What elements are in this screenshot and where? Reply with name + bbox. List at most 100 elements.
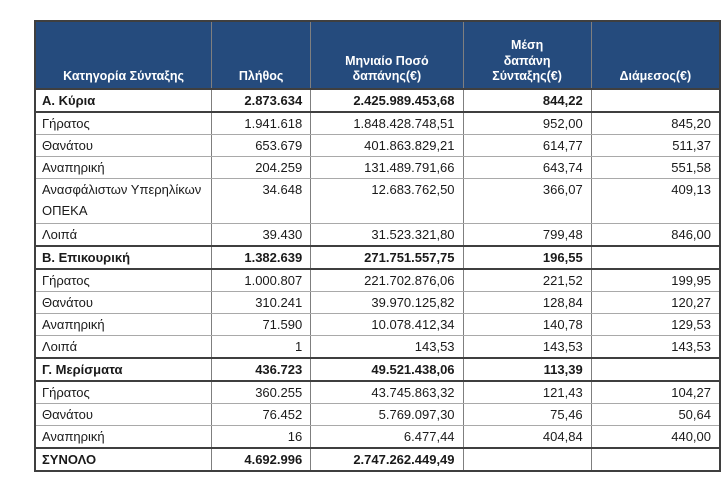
value-cell: 440,00 — [590, 425, 721, 449]
value-cell: 143,53 — [310, 335, 464, 359]
value-cell: 2.747.262.449,49 — [310, 447, 464, 472]
value-cell: 75,46 — [462, 403, 592, 426]
value-cell: 39.430 — [211, 223, 312, 247]
category-cell: Θανάτου — [34, 403, 213, 426]
table-row: Γ. Μερίσματα 436.723 49.521.438,06 113,39 — [34, 357, 721, 382]
category-cell: Αναπηρική — [34, 156, 213, 179]
value-cell: 221.702.876,06 — [310, 268, 464, 292]
value-cell: 845,20 — [590, 111, 721, 135]
value-cell: 846,00 — [590, 223, 721, 247]
value-cell — [590, 88, 721, 113]
category-cell: Θανάτου — [34, 134, 213, 157]
value-cell: 511,37 — [590, 134, 721, 157]
value-cell: 221,52 — [462, 268, 592, 292]
table-row: Β. Επικουρική 1.382.639 271.751.557,75 196,… — [34, 245, 721, 270]
value-cell: 653.679 — [211, 134, 312, 157]
value-cell: 2.873.634 — [211, 88, 312, 113]
table-row: Λοιπά 1 143,53 143,53 143,53 — [34, 335, 721, 359]
value-cell: 1.382.639 — [211, 245, 312, 270]
value-cell: 120,27 — [590, 291, 721, 314]
value-cell: 140,78 — [462, 313, 592, 336]
value-cell: 409,13 — [590, 178, 721, 224]
value-cell: 614,77 — [462, 134, 592, 157]
pension-table-container: Κατηγορία Σύνταξης Πλήθος Μηνιαίο Ποσό δαπ… — [34, 20, 721, 472]
category-cell: Γήρατος — [34, 380, 213, 404]
table-row: Αναπηρική 204.259 131.489.791,66 643,74 551,… — [34, 156, 721, 179]
value-cell: 844,22 — [462, 88, 592, 113]
category-cell: Γήρατος — [34, 268, 213, 292]
table-row: Θανάτου 76.452 5.769.097,30 75,46 50,64 — [34, 403, 721, 426]
table-header: Κατηγορία Σύνταξης Πλήθος Μηνιαίο Ποσό δαπ… — [34, 20, 721, 90]
value-cell: 129,53 — [590, 313, 721, 336]
table-row: Γήρατος 1.941.618 1.848.428.748,51 952,00 84… — [34, 111, 721, 135]
value-cell: 401.863.829,21 — [310, 134, 464, 157]
value-cell: 1 — [211, 335, 312, 359]
category-cell: Λοιπά — [34, 335, 213, 359]
value-cell: 271.751.557,75 — [310, 245, 464, 270]
value-cell — [462, 447, 592, 472]
header-row: Κατηγορία Σύνταξης Πλήθος Μηνιαίο Ποσό δαπ… — [34, 20, 721, 90]
table-row: Ανασφάλιστων Υπερηλίκων ΟΠΕΚΑ 34.648 12.68… — [34, 178, 721, 224]
value-cell: 6.477,44 — [310, 425, 464, 449]
value-cell: 196,55 — [462, 245, 592, 270]
value-cell: 76.452 — [211, 403, 312, 426]
category-cell: Γ. Μερίσματα — [34, 357, 213, 382]
column-header-2: Μηνιαίο Ποσό δαπάνης(€) — [310, 20, 464, 90]
value-cell: 404,84 — [462, 425, 592, 449]
value-cell: 2.425.989.453,68 — [310, 88, 464, 113]
value-cell: 366,07 — [462, 178, 592, 224]
category-cell: Γήρατος — [34, 111, 213, 135]
column-header-3: Μέση δαπάνη Σύνταξης(€) — [462, 20, 592, 90]
column-header-1: Πλήθος — [211, 20, 312, 90]
table-row: Αναπηρική 71.590 10.078.412,34 140,78 129,53 — [34, 313, 721, 336]
value-cell: 4.692.996 — [211, 447, 312, 472]
table-row: ΣΥΝΟΛΟ 4.692.996 2.747.262.449,49 — [34, 447, 721, 472]
value-cell — [590, 245, 721, 270]
value-cell: 10.078.412,34 — [310, 313, 464, 336]
table-row: Θανάτου 653.679 401.863.829,21 614,77 511,37 — [34, 134, 721, 157]
value-cell: 31.523.321,80 — [310, 223, 464, 247]
pension-table: Κατηγορία Σύνταξης Πλήθος Μηνιαίο Ποσό δαπ… — [34, 20, 721, 472]
table-row: Α. Κύρια 2.873.634 2.425.989.453,68 844,22 — [34, 88, 721, 113]
value-cell: 1.000.807 — [211, 268, 312, 292]
category-cell: Αναπηρική — [34, 313, 213, 336]
value-cell: 104,27 — [590, 380, 721, 404]
value-cell: 49.521.438,06 — [310, 357, 464, 382]
value-cell: 643,74 — [462, 156, 592, 179]
value-cell: 34.648 — [211, 178, 312, 224]
table-row: Λοιπά 39.430 31.523.321,80 799,48 846,00 — [34, 223, 721, 247]
value-cell: 204.259 — [211, 156, 312, 179]
category-cell: Ανασφάλιστων Υπερηλίκων ΟΠΕΚΑ — [34, 178, 213, 224]
value-cell — [590, 357, 721, 382]
table-row: Θανάτου 310.241 39.970.125,82 128,84 120,27 — [34, 291, 721, 314]
value-cell: 1.848.428.748,51 — [310, 111, 464, 135]
table-body: Α. Κύρια 2.873.634 2.425.989.453,68 844,22 Γ… — [34, 88, 721, 472]
value-cell: 310.241 — [211, 291, 312, 314]
value-cell: 143,53 — [590, 335, 721, 359]
category-cell: Θανάτου — [34, 291, 213, 314]
value-cell: 113,39 — [462, 357, 592, 382]
category-cell: Αναπηρική — [34, 425, 213, 449]
value-cell: 436.723 — [211, 357, 312, 382]
category-cell: Α. Κύρια — [34, 88, 213, 113]
value-cell: 131.489.791,66 — [310, 156, 464, 179]
value-cell: 128,84 — [462, 291, 592, 314]
value-cell: 50,64 — [590, 403, 721, 426]
value-cell: 121,43 — [462, 380, 592, 404]
table-row: Γήρατος 1.000.807 221.702.876,06 221,52 199,… — [34, 268, 721, 292]
category-cell: Β. Επικουρική — [34, 245, 213, 270]
value-cell: 12.683.762,50 — [310, 178, 464, 224]
table-row: Αναπηρική 16 6.477,44 404,84 440,00 — [34, 425, 721, 449]
value-cell: 16 — [211, 425, 312, 449]
value-cell: 799,48 — [462, 223, 592, 247]
value-cell: 199,95 — [590, 268, 721, 292]
column-header-0: Κατηγορία Σύνταξης — [34, 20, 213, 90]
value-cell: 5.769.097,30 — [310, 403, 464, 426]
value-cell: 551,58 — [590, 156, 721, 179]
table-row: Γήρατος 360.255 43.745.863,32 121,43 104,27 — [34, 380, 721, 404]
column-header-4: Διάμεσος(€) — [590, 20, 721, 90]
value-cell: 43.745.863,32 — [310, 380, 464, 404]
value-cell: 360.255 — [211, 380, 312, 404]
category-cell: ΣΥΝΟΛΟ — [34, 447, 213, 472]
